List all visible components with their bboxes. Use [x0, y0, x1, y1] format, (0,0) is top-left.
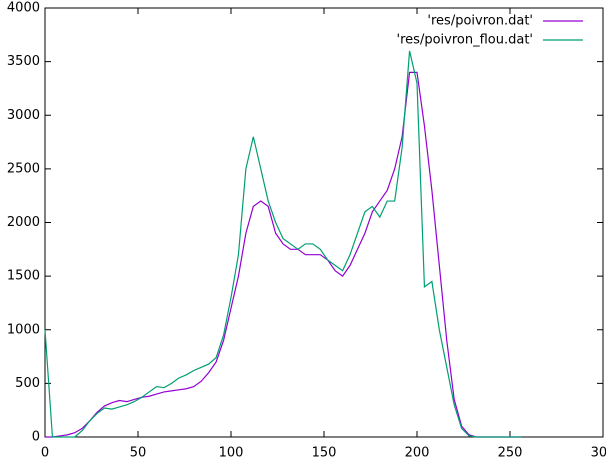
x-tick-label: 50 [130, 446, 147, 461]
x-tick-label: 200 [405, 446, 430, 461]
y-tick-label: 1000 [7, 322, 40, 337]
series-line [44, 50, 522, 438]
series-line [45, 71, 522, 438]
x-tick-label: 100 [219, 446, 244, 461]
x-tick-label: 300 [591, 446, 606, 461]
y-tick-label: 500 [15, 376, 40, 391]
legend-label: 'res/poivron.dat' [427, 14, 533, 29]
y-tick-label: 4000 [7, 1, 40, 16]
y-tick-label: 0 [32, 430, 40, 445]
y-tick-label: 2500 [7, 161, 40, 176]
x-tick-label: 250 [498, 446, 523, 461]
y-tick-label: 1500 [7, 269, 40, 284]
x-tick-label: 150 [312, 446, 337, 461]
y-tick-label: 3000 [7, 108, 40, 123]
legend-label: 'res/poivron_flou.dat' [397, 33, 533, 48]
x-tick-label: 0 [41, 446, 49, 461]
y-tick-label: 3500 [7, 54, 40, 69]
y-tick-label: 2000 [7, 215, 40, 230]
plot-frame [44, 7, 604, 438]
